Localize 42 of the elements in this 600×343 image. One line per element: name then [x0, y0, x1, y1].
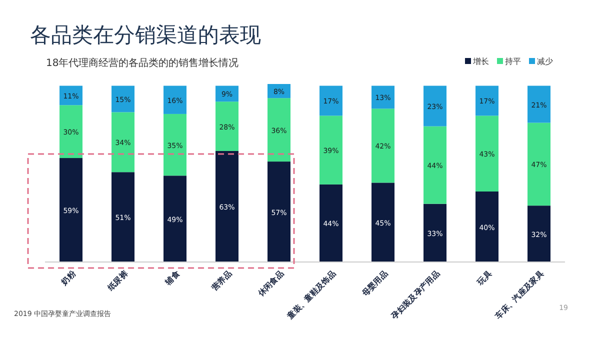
bar — [424, 86, 446, 126]
x-tick-label: 奶粉 — [59, 268, 78, 288]
bar — [112, 172, 134, 262]
x-tick-label: 母婴用品 — [360, 269, 390, 299]
chart-title: 各品类在分销渠道的表现 — [30, 23, 261, 47]
x-tick-label: 玩具 — [475, 269, 494, 288]
bar — [476, 116, 498, 192]
bar — [320, 184, 342, 262]
x-tick-label: 辅食 — [163, 269, 182, 288]
legend-label: 减少 — [537, 57, 553, 66]
bar — [528, 86, 550, 123]
x-tick-label: 纸尿裤 — [104, 268, 130, 294]
bar — [268, 98, 290, 162]
bar — [424, 204, 446, 262]
bar — [372, 108, 394, 183]
bar — [60, 158, 82, 262]
x-tick-label: 车床、汽座及家具 — [492, 268, 546, 322]
chart-subtitle: 18年代理商经营的各品类的的销售增长情况 — [46, 57, 239, 69]
x-tick-label: 孕妇装及孕产用品 — [389, 269, 442, 322]
bar — [320, 86, 342, 116]
bar — [528, 122, 550, 206]
legend-label: 持平 — [505, 57, 521, 66]
x-tick-label: 休闲食品 — [256, 269, 286, 299]
bar — [320, 116, 342, 184]
bar — [528, 206, 550, 262]
bar — [164, 114, 186, 176]
bar — [476, 192, 498, 262]
bar — [372, 86, 394, 109]
bar — [164, 176, 186, 262]
x-tick-label: 童装、童鞋及饰品 — [284, 268, 338, 322]
bar — [372, 182, 394, 262]
bar — [112, 86, 134, 112]
bar — [60, 105, 82, 158]
bar — [164, 86, 186, 114]
x-tick-label: 营养品 — [208, 268, 234, 294]
bar — [216, 150, 238, 262]
legend-label: 增长 — [472, 57, 489, 66]
bar — [216, 102, 238, 151]
bar — [424, 126, 446, 204]
bar — [112, 112, 134, 172]
bar — [476, 86, 498, 116]
bar — [268, 162, 290, 262]
